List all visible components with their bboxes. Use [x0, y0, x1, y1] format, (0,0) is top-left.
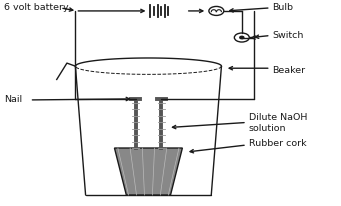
Text: Switch: Switch	[272, 31, 304, 40]
Text: Nail: Nail	[4, 95, 22, 104]
Text: Bulb: Bulb	[272, 3, 293, 12]
Text: Dilute NaOH: Dilute NaOH	[249, 113, 307, 122]
Text: Beaker: Beaker	[272, 66, 306, 75]
Polygon shape	[115, 148, 182, 195]
Text: 6 volt battery: 6 volt battery	[4, 3, 69, 12]
Text: solution: solution	[249, 124, 286, 133]
Text: Rubber cork: Rubber cork	[249, 139, 306, 148]
Circle shape	[240, 36, 244, 39]
